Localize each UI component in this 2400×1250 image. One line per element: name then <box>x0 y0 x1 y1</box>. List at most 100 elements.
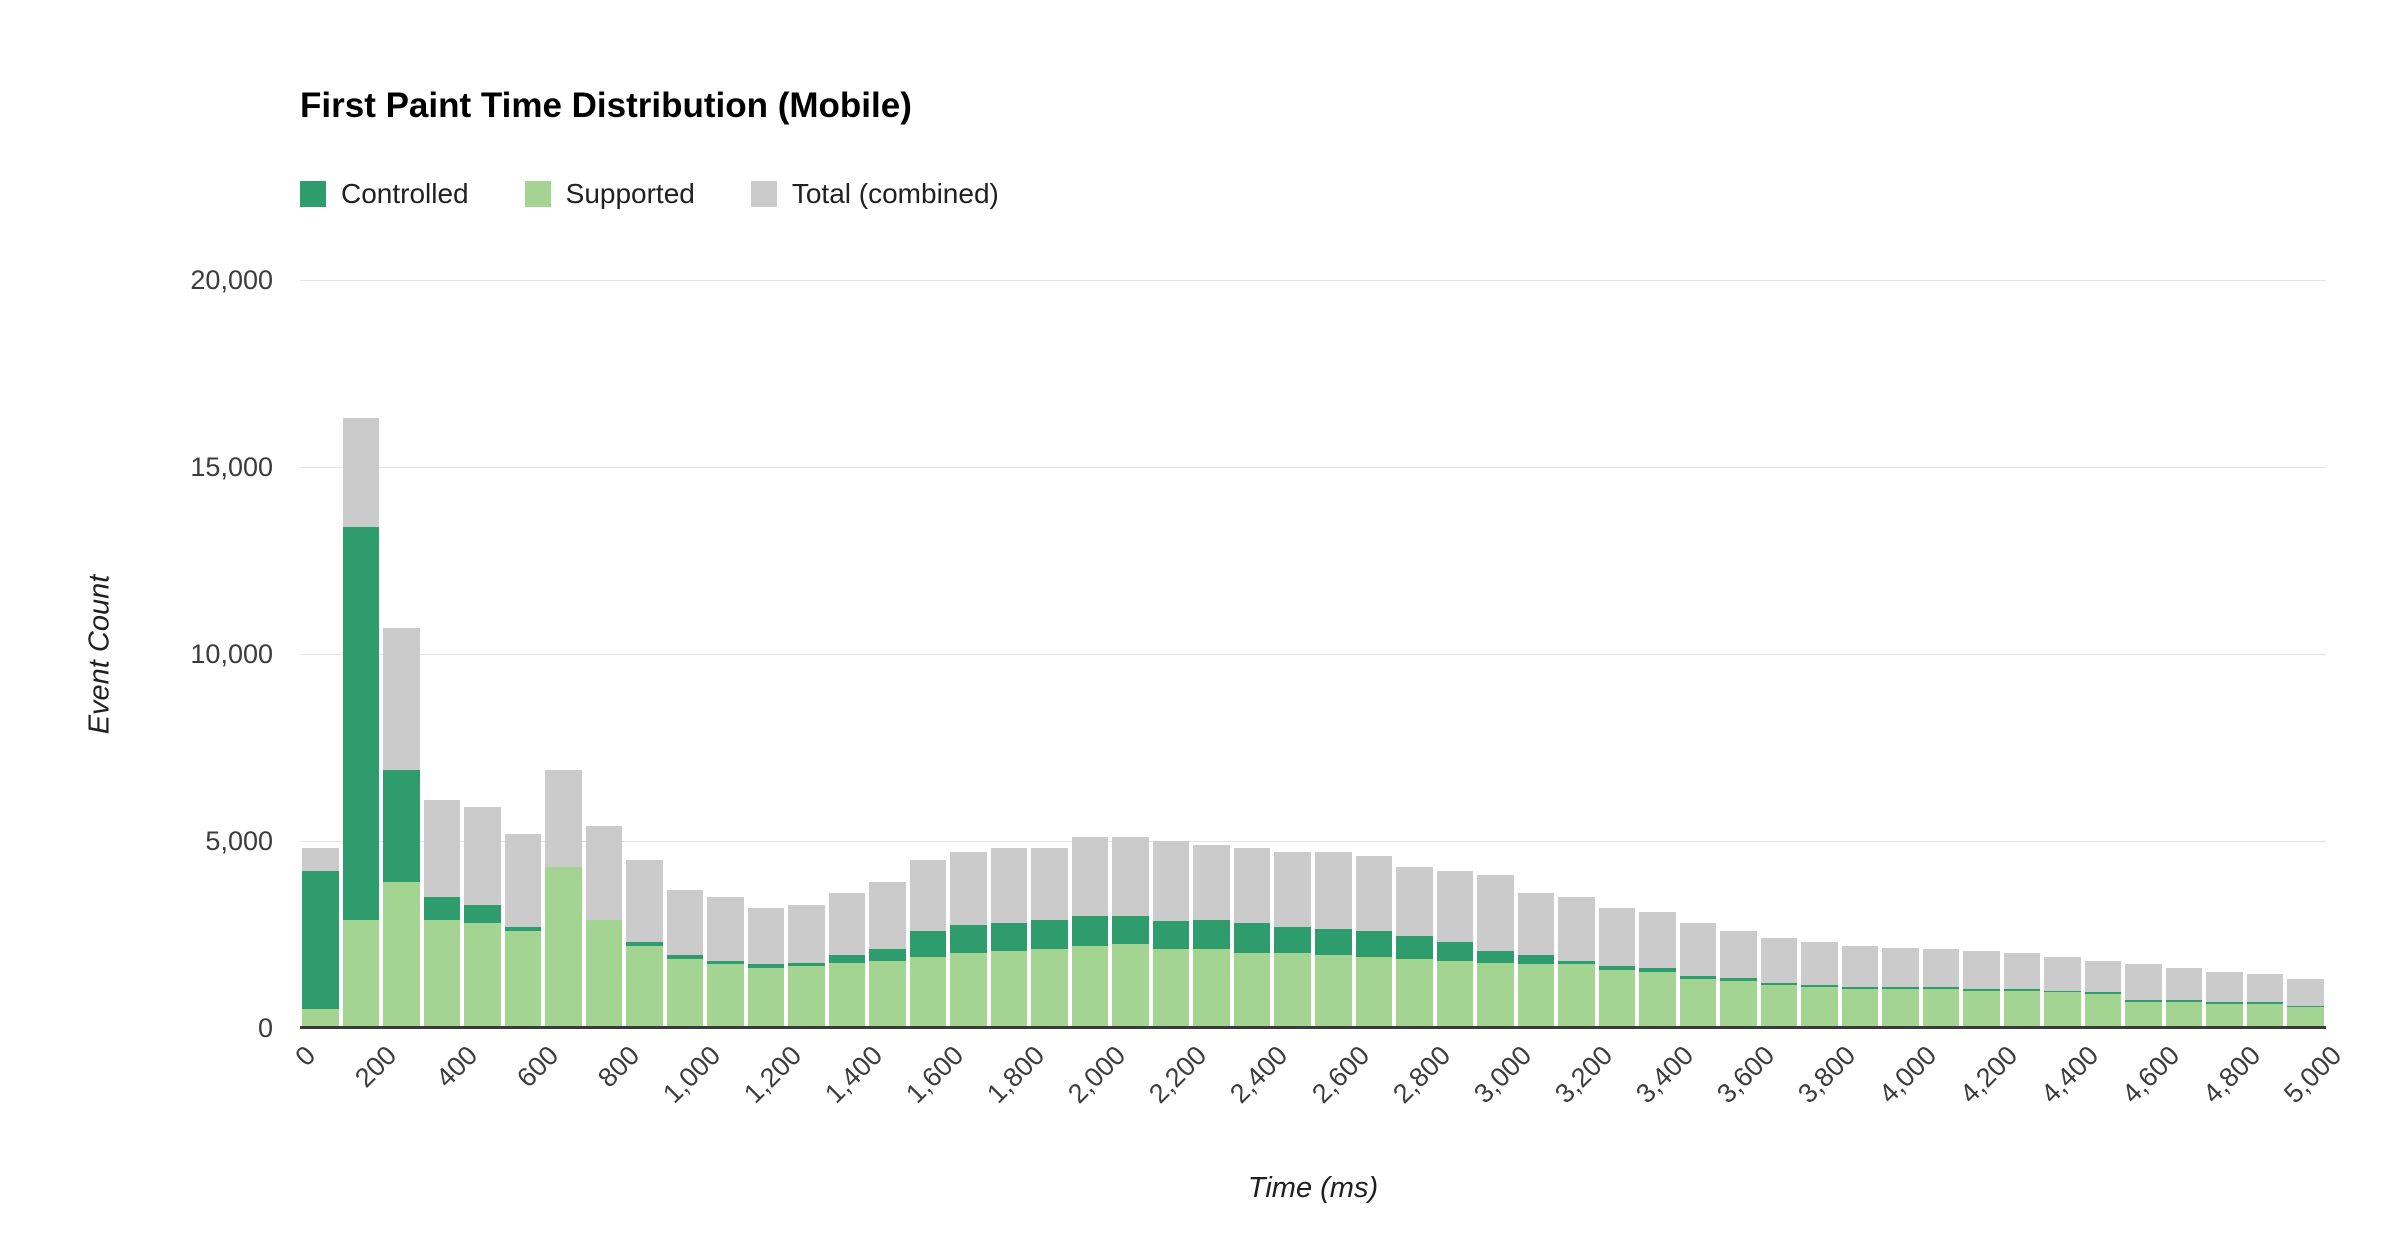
histogram-bin <box>746 280 787 1028</box>
bar-supported <box>1396 958 1433 1028</box>
histogram-bin <box>1272 280 1313 1028</box>
bar-supported <box>2165 1001 2203 1028</box>
histogram-bin <box>300 280 341 1028</box>
bar-supported <box>1355 956 1393 1028</box>
bar-supported <box>1801 986 1838 1028</box>
bar-supported <box>342 919 380 1028</box>
histogram-bin <box>665 280 706 1028</box>
histogram-bin <box>1313 280 1354 1028</box>
y-tick-label: 10,000 <box>190 639 273 669</box>
histogram-bin <box>827 280 868 1028</box>
bars <box>300 280 2326 1028</box>
bar-supported <box>1841 988 1879 1028</box>
y-tick-label: 5,000 <box>205 826 273 856</box>
bar-supported <box>545 867 582 1028</box>
histogram-bin <box>2245 280 2286 1028</box>
histogram-bin <box>381 280 422 1028</box>
bar-supported <box>1922 988 1960 1028</box>
x-axis-title: Time (ms) <box>1247 1172 1379 1204</box>
bar-supported <box>1436 960 1474 1028</box>
bar-supported <box>1274 953 1311 1028</box>
bar-supported <box>828 962 866 1028</box>
histogram-bin <box>948 280 989 1028</box>
histogram-bin <box>1232 280 1273 1028</box>
bar-supported <box>302 1009 339 1028</box>
legend-item-total: Total (combined) <box>750 178 999 210</box>
bar-supported <box>1193 949 1230 1028</box>
histogram-bin <box>1759 280 1800 1028</box>
legend-label-total: Total (combined) <box>791 178 999 209</box>
histogram-bin <box>1191 280 1232 1028</box>
histogram-bin <box>1070 280 1111 1028</box>
bar-supported <box>2084 994 2122 1028</box>
bar-supported <box>869 960 906 1028</box>
bar-supported <box>666 958 704 1028</box>
bar-supported <box>383 882 420 1028</box>
gridline <box>300 654 2326 655</box>
bar-supported <box>1760 985 1798 1028</box>
bar-supported <box>504 930 542 1028</box>
bar-supported <box>950 953 987 1028</box>
bar-supported <box>1598 970 1636 1028</box>
legend: Controlled Supported Total (combined) <box>300 178 999 210</box>
y-tick-label: 0 <box>257 1013 273 1043</box>
bar-supported <box>1233 953 1271 1028</box>
bar-supported <box>707 964 744 1028</box>
histogram-bin <box>503 280 544 1028</box>
histogram-bin <box>1475 280 1516 1028</box>
histogram-bin <box>1435 280 1476 1028</box>
bar-supported <box>990 951 1028 1028</box>
histogram-bin <box>2123 280 2164 1028</box>
bar-supported <box>1031 949 1068 1028</box>
bar-supported <box>1477 962 1514 1028</box>
y-tick-label: 15,000 <box>190 452 273 482</box>
histogram-bin <box>1029 280 1070 1028</box>
bar-supported <box>464 923 501 1028</box>
histogram-bin <box>2164 280 2205 1028</box>
bar-supported <box>2246 1003 2284 1028</box>
bar-supported <box>1112 943 1149 1028</box>
bar-supported <box>1720 981 1757 1028</box>
histogram-bin <box>1718 280 1759 1028</box>
histogram-bin <box>341 280 382 1028</box>
plot-area <box>300 280 2326 1029</box>
bar-supported <box>2206 1003 2243 1028</box>
legend-item-supported: Supported <box>524 178 695 210</box>
bar-supported <box>585 919 623 1028</box>
histogram-bin <box>624 280 665 1028</box>
legend-swatch-total <box>750 181 777 207</box>
gridline <box>300 280 2326 281</box>
chart-title: First Paint Time Distribution (Mobile) <box>300 86 912 125</box>
bar-supported <box>626 945 663 1028</box>
bar-supported <box>1152 949 1190 1028</box>
legend-label-controlled: Controlled <box>341 178 469 209</box>
gridline <box>300 841 2326 842</box>
bar-supported <box>1882 988 1919 1028</box>
histogram-bin <box>1961 280 2002 1028</box>
histogram-bin <box>1394 280 1435 1028</box>
histogram-bin <box>867 280 908 1028</box>
bar-supported <box>423 919 461 1028</box>
bar-supported <box>2125 1001 2162 1028</box>
histogram-bin <box>584 280 625 1028</box>
histogram-bin <box>422 280 463 1028</box>
histogram-bin <box>1840 280 1881 1028</box>
bar-supported <box>747 968 785 1028</box>
bar-supported <box>1558 964 1595 1028</box>
bar-supported <box>1679 979 1717 1028</box>
histogram-bin <box>543 280 584 1028</box>
histogram-bin <box>2042 280 2083 1028</box>
y-axis-labels: 0 5,000 10,000 15,000 20,000 <box>0 265 273 1043</box>
histogram-bin <box>786 280 827 1028</box>
histogram-bin <box>2204 280 2245 1028</box>
histogram-bin <box>2083 280 2124 1028</box>
histogram-bin <box>1516 280 1557 1028</box>
histogram-bin <box>462 280 503 1028</box>
bar-supported <box>909 956 947 1028</box>
bar-supported <box>1639 971 1676 1028</box>
histogram-bin <box>1556 280 1597 1028</box>
legend-swatch-supported <box>524 181 551 207</box>
histogram-bin <box>1597 280 1638 1028</box>
bar-supported <box>1315 955 1352 1028</box>
